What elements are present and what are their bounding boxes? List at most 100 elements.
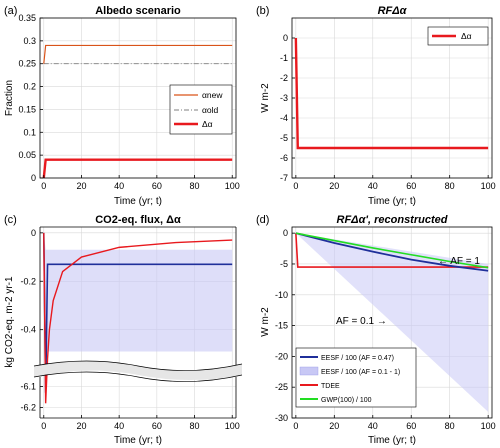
y-axis-label: kg CO2-eq. m-2 yr-1 [4, 276, 15, 368]
y-tick-label: 0 [283, 228, 288, 238]
x-tick-label: 80 [445, 181, 455, 191]
y-tick-label: -15 [275, 321, 288, 331]
series-eesf-band-area [43, 232, 233, 393]
x-tick-label: 60 [152, 421, 162, 431]
x-tick-label: 0 [41, 181, 46, 191]
y-tick-label: -20 [275, 351, 288, 361]
y-tick-label: 0.35 [18, 13, 36, 23]
legend-box [169, 84, 233, 135]
x-tick-label: 20 [76, 421, 86, 431]
x-tick-label: 100 [225, 421, 240, 431]
x-tick-label: 20 [329, 181, 339, 191]
y-tick-label: -6.1 [20, 382, 36, 392]
series-eesf-band-area [295, 233, 489, 412]
y-tick-label: -4 [280, 113, 288, 123]
x-axis-label: Time (yr; t) [114, 435, 162, 446]
legend-label-eesf-band: EESF / 100 (AF = 0.1 - 1) [321, 369, 400, 376]
annotation-af-1: ← AF = 1 [438, 256, 480, 267]
panel-title: RFΔα [378, 5, 408, 17]
x-tick-label: 80 [190, 421, 200, 431]
legend-label-delta-alpha: Δα [461, 31, 472, 41]
panel-a: 0 20 40 60 80 100 0 0.05 0.1 0.15 0.2 0.25 0.3 0.35 (… [4, 5, 240, 207]
legend-box [427, 26, 489, 46]
y-tick-label: -10 [275, 290, 288, 300]
axis-break-band [34, 361, 242, 380]
legend-label-delta-alpha: Δα [202, 119, 213, 129]
legend-label-gwp: GWP(100) / 100 [321, 397, 372, 404]
panel-tag: (b) [256, 5, 269, 17]
y-tick-label: 0.1 [23, 127, 36, 137]
axis-break-edge-top [33, 360, 243, 371]
y-tick-label: 0.3 [23, 36, 36, 46]
x-tick-label: 60 [406, 421, 416, 431]
y-tick-label: -0.4 [20, 325, 36, 335]
plot-frame [39, 17, 237, 179]
y-tick-label: 0.15 [18, 104, 36, 114]
y-tick-label: -30 [275, 413, 288, 423]
series-delta-alpha-line [294, 37, 489, 150]
x-tick-label: 40 [368, 421, 378, 431]
annotation-af-0-1: AF = 0.1 → [336, 316, 387, 327]
legend-label-alpha-old: αold [202, 105, 219, 115]
legend-label-alpha-new: αnew [202, 90, 223, 100]
x-tick-label: 60 [406, 181, 416, 191]
panel-c: 0 20 40 60 80 100 0 -0.2 -0.4 -6.1 -6.2 (c) CO2-eq… [4, 214, 243, 446]
x-tick-label: 80 [190, 181, 200, 191]
x-tick-label: 20 [329, 421, 339, 431]
panel-tag: (d) [256, 214, 269, 226]
legend-swatch-eesf-band [299, 366, 319, 376]
axis-break-edge-bottom [33, 371, 243, 382]
x-tick-label: 80 [445, 421, 455, 431]
legend: Δα [427, 26, 489, 46]
series-delta-alpha-line [42, 158, 233, 179]
legend: αnew αold Δα [169, 84, 233, 135]
y-tick-label: -2 [280, 73, 288, 83]
panel-title: RFΔα', reconstructed [337, 214, 448, 226]
y-axis-label: Fraction [4, 80, 15, 116]
panel-b: 0 20 40 60 80 100 -7 -6 -5 -4 -3 -2 -1 0 (b) RFΔα W m… [256, 5, 496, 207]
legend: EESF / 100 (AF = 0.47) EESF / 100 (AF = … [295, 347, 417, 408]
x-axis-label: Time (yr; t) [114, 196, 162, 207]
series-eesf-line [295, 232, 489, 272]
y-tick-label: -3 [280, 93, 288, 103]
y-tick-label: 0 [31, 228, 36, 238]
x-tick-label: 0 [293, 181, 298, 191]
y-tick-label: 0.05 [18, 150, 36, 160]
y-tick-label: -1 [280, 53, 288, 63]
legend-label-eesf: EESF / 100 (AF = 0.47) [321, 355, 394, 362]
panel-title: Albedo scenario [95, 5, 181, 17]
x-axis-label: Time (yr; t) [368, 435, 416, 446]
x-tick-label: 60 [152, 181, 162, 191]
y-axis-label: W m-2 [260, 307, 271, 337]
series-tdee-line [43, 232, 233, 404]
y-tick-label: -5 [280, 133, 288, 143]
plot-frame [291, 226, 493, 419]
y-tick-label: 0.2 [23, 82, 36, 92]
x-tick-label: 100 [481, 181, 496, 191]
x-tick-label: 20 [76, 181, 86, 191]
panel-tag: (c) [4, 214, 17, 226]
y-tick-label: 0 [31, 173, 36, 183]
y-tick-label: 0.25 [18, 59, 36, 69]
y-tick-label: -6.2 [20, 403, 36, 413]
x-tick-label: 40 [114, 421, 124, 431]
x-tick-label: 40 [114, 181, 124, 191]
legend-label-tdee: TDEE [321, 383, 340, 390]
y-axis-label: W m-2 [260, 83, 271, 113]
series-alpha-new-line [43, 44, 233, 64]
panel-tag: (a) [4, 5, 17, 17]
x-tick-label: 0 [41, 421, 46, 431]
y-tick-label: -7 [280, 173, 288, 183]
series-tdee-line [295, 233, 489, 268]
x-tick-label: 0 [293, 421, 298, 431]
y-tick-label: 0 [283, 33, 288, 43]
x-tick-label: 100 [481, 421, 496, 431]
x-axis-label: Time (yr; t) [368, 196, 416, 207]
x-tick-label: 100 [225, 181, 240, 191]
series-gwp-line [295, 232, 489, 269]
y-tick-label: -0.2 [20, 276, 36, 286]
panel-title: CO2-eq. flux, Δα [95, 214, 181, 226]
x-tick-label: 40 [368, 181, 378, 191]
panel-d: 0 20 40 60 80 100 -30 -25 -20 -15 -10 -5 0 (d) RFΔα'… [256, 214, 496, 446]
